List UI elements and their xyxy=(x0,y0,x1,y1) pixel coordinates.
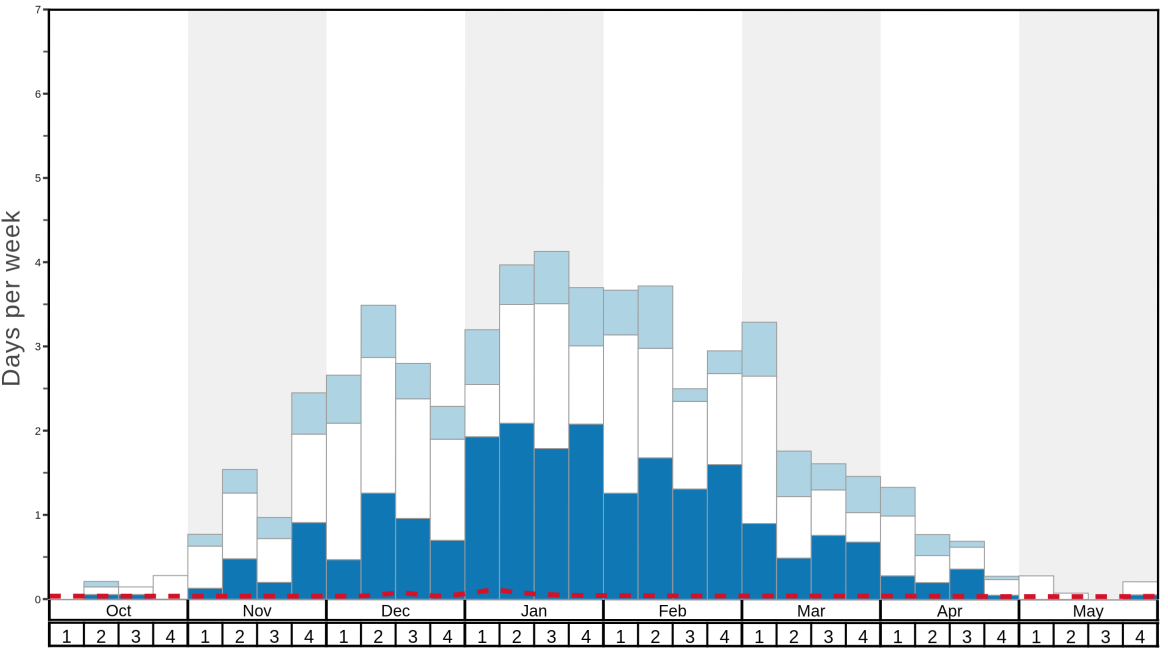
svg-text:5: 5 xyxy=(35,173,41,185)
svg-text:3: 3 xyxy=(962,627,972,647)
svg-text:1: 1 xyxy=(1031,627,1041,647)
svg-text:2: 2 xyxy=(96,627,106,647)
svg-text:4: 4 xyxy=(720,627,730,647)
svg-text:3: 3 xyxy=(269,627,279,647)
svg-text:Mar: Mar xyxy=(797,602,826,620)
svg-text:3: 3 xyxy=(1101,627,1111,647)
svg-text:Apr: Apr xyxy=(937,602,963,620)
svg-text:2: 2 xyxy=(35,426,41,438)
svg-text:4: 4 xyxy=(35,257,41,269)
svg-text:Feb: Feb xyxy=(659,602,687,620)
svg-text:4: 4 xyxy=(858,627,868,647)
svg-text:4: 4 xyxy=(443,627,453,647)
svg-text:Oct: Oct xyxy=(106,602,132,620)
svg-text:Days per week: Days per week xyxy=(0,210,26,387)
svg-text:2: 2 xyxy=(512,627,522,647)
svg-text:6: 6 xyxy=(35,89,41,101)
svg-text:1: 1 xyxy=(477,627,487,647)
svg-text:3: 3 xyxy=(408,627,418,647)
svg-text:4: 4 xyxy=(1135,627,1145,647)
svg-text:1: 1 xyxy=(616,627,626,647)
svg-text:4: 4 xyxy=(304,627,314,647)
svg-text:2: 2 xyxy=(1066,627,1076,647)
svg-text:7: 7 xyxy=(35,4,41,16)
svg-text:Jan: Jan xyxy=(521,602,547,620)
svg-text:3: 3 xyxy=(35,341,41,353)
svg-text:3: 3 xyxy=(823,627,833,647)
svg-text:2: 2 xyxy=(927,627,937,647)
svg-text:1: 1 xyxy=(754,627,764,647)
svg-text:2: 2 xyxy=(789,627,799,647)
svg-text:1: 1 xyxy=(200,627,210,647)
svg-text:Dec: Dec xyxy=(381,602,410,620)
svg-text:4: 4 xyxy=(581,627,591,647)
svg-text:1: 1 xyxy=(35,510,41,522)
svg-text:3: 3 xyxy=(685,627,695,647)
svg-text:4: 4 xyxy=(997,627,1007,647)
svg-text:1: 1 xyxy=(62,627,72,647)
svg-text:2: 2 xyxy=(373,627,383,647)
svg-text:2: 2 xyxy=(650,627,660,647)
svg-text:Nov: Nov xyxy=(243,602,273,620)
svg-text:1: 1 xyxy=(339,627,349,647)
svg-text:3: 3 xyxy=(546,627,556,647)
svg-text:2: 2 xyxy=(235,627,245,647)
svg-text:3: 3 xyxy=(131,627,141,647)
svg-text:May: May xyxy=(1073,602,1105,620)
svg-text:4: 4 xyxy=(165,627,175,647)
svg-text:0: 0 xyxy=(35,594,41,606)
svg-text:1: 1 xyxy=(893,627,903,647)
